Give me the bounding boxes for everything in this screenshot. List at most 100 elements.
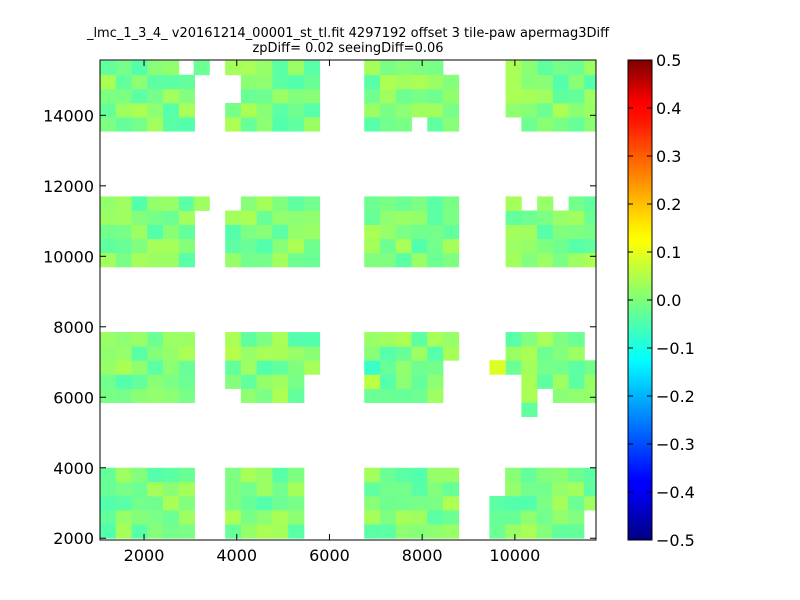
heatmap-cell xyxy=(584,388,596,403)
heatmap-cell xyxy=(256,196,273,211)
heatmap-cell xyxy=(520,481,538,497)
heatmap-cell xyxy=(537,332,554,347)
heatmap-cell xyxy=(379,495,397,511)
heatmap-cell xyxy=(163,74,180,90)
heatmap-cell xyxy=(568,360,585,375)
heatmap-cell xyxy=(568,346,585,361)
heatmap-cell xyxy=(225,252,242,268)
heatmap-cell xyxy=(225,117,242,132)
colorbar-tick-label: 0.4 xyxy=(656,99,681,118)
heatmap-cell xyxy=(147,224,164,240)
heatmap-cell xyxy=(256,495,273,511)
heatmap-cell xyxy=(364,117,381,132)
heatmap-cell xyxy=(395,60,412,76)
heatmap-cell xyxy=(178,74,195,90)
heatmap-cell xyxy=(240,103,258,118)
heatmap-cell xyxy=(178,481,195,497)
heatmap-cell xyxy=(303,224,321,240)
heatmap-cell xyxy=(536,524,553,539)
heatmap-cell xyxy=(131,60,148,76)
heatmap-cell xyxy=(178,252,195,268)
heatmap-cell xyxy=(568,103,585,118)
heatmap-cell xyxy=(395,88,412,104)
heatmap-cell xyxy=(178,524,195,539)
heatmap-cell xyxy=(240,238,258,254)
heatmap-cell xyxy=(568,510,585,525)
y-tick-label: 14000 xyxy=(43,106,94,125)
heatmap-cell xyxy=(552,467,569,483)
heatmap-cell xyxy=(288,196,305,211)
y-axis: 2000 4000 6000 8000 10000 12000 14000 xyxy=(43,106,596,548)
heatmap-cell xyxy=(131,332,148,347)
heatmap-cell xyxy=(395,360,412,375)
heatmap-cell xyxy=(256,103,273,118)
heatmap-cell xyxy=(364,103,381,118)
heatmap-cell xyxy=(364,60,381,76)
heatmap-cell xyxy=(115,524,132,539)
heatmap-cell xyxy=(568,524,585,539)
heatmap-cell xyxy=(521,402,538,418)
colorbar-axis: 0.5 0.4 0.3 0.2 0.1 0.0 −0.1 −0.2 −0.3 −0.4 −0.5 xyxy=(628,51,695,550)
heatmap-cell xyxy=(240,524,258,539)
heatmap-cell xyxy=(178,388,195,403)
heatmap-cell xyxy=(443,88,460,104)
heatmap-cell xyxy=(505,332,522,347)
heatmap-cell xyxy=(584,374,596,389)
heatmap-cell xyxy=(505,224,522,240)
heatmap-cell xyxy=(131,196,148,211)
heatmap-cell xyxy=(505,510,522,525)
heatmap-cell xyxy=(131,374,148,389)
heatmap-cell xyxy=(240,117,258,132)
heatmap-cell xyxy=(147,467,164,483)
heatmap-cell xyxy=(178,196,195,211)
heatmap-cell xyxy=(240,332,258,347)
heatmap-cell xyxy=(256,388,273,403)
heatmap-cell xyxy=(379,88,397,104)
heatmap-cell xyxy=(131,88,148,104)
heatmap-cell xyxy=(100,481,117,497)
heatmap-cell xyxy=(272,510,289,525)
heatmap-cell xyxy=(505,524,522,539)
heatmap-cell xyxy=(584,360,596,375)
heatmap-cell xyxy=(163,88,180,104)
heatmap-cell xyxy=(115,481,132,497)
heatmap-cell xyxy=(536,495,553,511)
heatmap-cell xyxy=(131,210,148,225)
heatmap-cell xyxy=(364,481,381,497)
heatmap-cell xyxy=(427,117,444,132)
heatmap-cell xyxy=(256,360,273,375)
heatmap-cell xyxy=(364,388,381,403)
heatmap-cell xyxy=(225,332,242,347)
heatmap-cell xyxy=(147,88,164,104)
heatmap-cell xyxy=(115,252,132,268)
heatmap-cell xyxy=(443,332,460,347)
colorbar-tick-label: 0.2 xyxy=(656,195,681,214)
heatmap-cell xyxy=(240,360,258,375)
heatmap-cell xyxy=(427,481,444,497)
heatmap-cell xyxy=(115,388,132,403)
heatmap-cell xyxy=(443,524,460,539)
heatmap-cell xyxy=(411,467,428,483)
heatmap-cell xyxy=(100,467,117,483)
heatmap-cell xyxy=(115,346,132,361)
heatmap-cell xyxy=(411,103,428,118)
heatmap-cell xyxy=(240,481,258,497)
colorbar-tick-label: 0.1 xyxy=(656,243,681,262)
heatmap-cell xyxy=(427,374,444,389)
heatmap-cell xyxy=(256,332,273,347)
heatmap-cell xyxy=(100,60,117,76)
heatmap-cell xyxy=(131,252,148,268)
heatmap-cell xyxy=(147,495,164,511)
heatmap-cell xyxy=(115,374,132,389)
heatmap-cell xyxy=(115,360,132,375)
heatmap-cell xyxy=(520,510,538,525)
heatmap-cell xyxy=(131,495,148,511)
heatmap-cell xyxy=(225,210,242,225)
heatmap-cell xyxy=(505,252,522,268)
heatmap-cell xyxy=(288,103,305,118)
heatmap-cell xyxy=(537,60,554,76)
heatmap-cell xyxy=(147,524,164,539)
heatmap-cell xyxy=(552,481,569,497)
heatmap-cell xyxy=(364,524,381,539)
heatmap-cell xyxy=(505,467,522,483)
